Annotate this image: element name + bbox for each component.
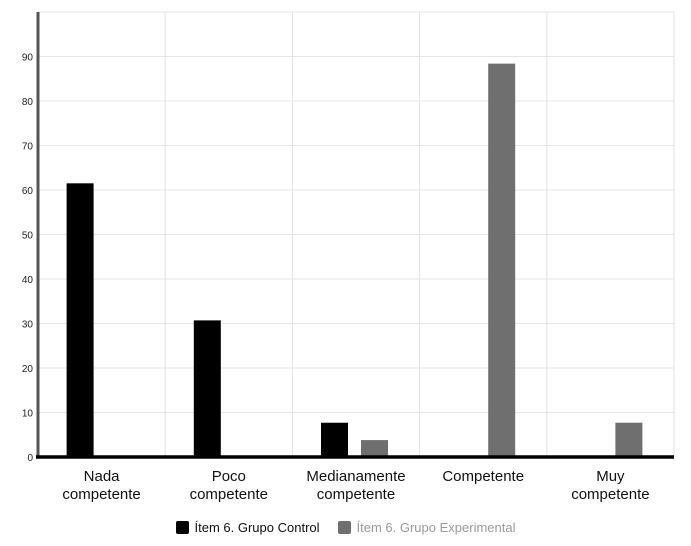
- legend-item-experimental: Ítem 6. Grupo Experimental: [337, 519, 516, 535]
- y-tick-label: 60: [22, 186, 34, 197]
- x-tick-label: Competente: [442, 468, 524, 485]
- y-tick-labels: 0 10 20 30 40 50 60 70 80 90: [22, 53, 34, 465]
- bars-group: [66, 63, 643, 458]
- x-tick-labels: NadacompetentePococompetenteMedianamente…: [62, 468, 649, 503]
- bar: [361, 440, 388, 457]
- y-tick-label: 80: [22, 97, 34, 108]
- bar: [488, 63, 516, 458]
- x-tick-label: Medianamente: [306, 468, 405, 485]
- y-tick-label: 40: [22, 275, 34, 286]
- x-tick-label: competente: [571, 486, 649, 503]
- y-tick-label: 50: [22, 231, 34, 242]
- legend-item-control: Ítem 6. Grupo Control: [175, 519, 320, 535]
- bar: [615, 422, 643, 457]
- x-tick-label: competente: [190, 486, 268, 503]
- y-tick-label: 10: [22, 409, 34, 420]
- y-tick-label: 20: [22, 364, 34, 375]
- y-tick-label: 90: [22, 53, 34, 64]
- grid-lines: [38, 11, 675, 457]
- x-tick-label: Nada: [84, 468, 121, 485]
- y-tick-label: 70: [22, 142, 34, 153]
- legend-label-experimental: Ítem 6. Grupo Experimental: [356, 519, 516, 535]
- x-tick-label: competente: [62, 486, 140, 503]
- y-tick-label: 0: [27, 453, 33, 464]
- legend-swatch-experimental: [337, 520, 351, 534]
- legend-swatch-control: [175, 520, 189, 534]
- bar: [66, 183, 94, 457]
- x-tick-label: Muy: [596, 468, 625, 485]
- x-tick-label: competente: [317, 486, 395, 503]
- legend: Ítem 6. Grupo Control Ítem 6. Grupo Expe…: [0, 516, 691, 538]
- legend-label-control: Ítem 6. Grupo Control: [194, 519, 320, 535]
- y-tick-label: 30: [22, 320, 34, 331]
- x-tick-label: Poco: [212, 468, 246, 485]
- bar: [193, 320, 221, 457]
- bar: [321, 422, 348, 457]
